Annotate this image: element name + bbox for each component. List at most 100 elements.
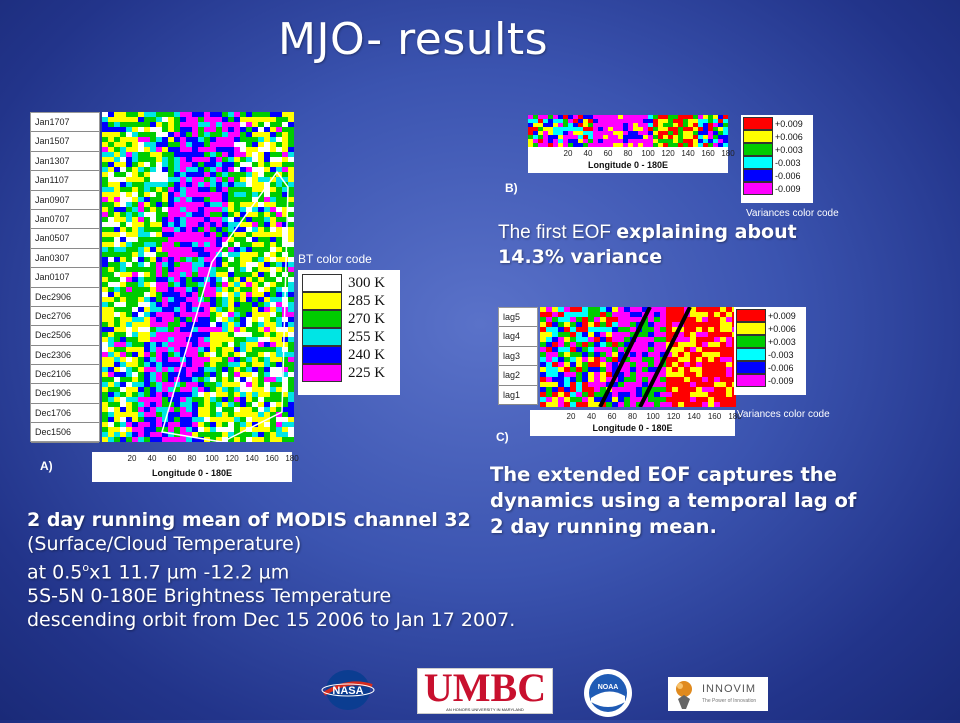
map-cell — [126, 342, 132, 347]
map-cell — [264, 412, 270, 417]
map-cell — [252, 137, 258, 142]
map-cell — [234, 347, 240, 352]
map-cell — [282, 172, 288, 177]
map-cell — [228, 247, 234, 252]
map-cell — [222, 342, 228, 347]
legend-swatch — [736, 348, 766, 361]
map-cell — [162, 192, 168, 197]
map-cell — [222, 367, 228, 372]
map-cell — [666, 387, 672, 392]
map-cell — [156, 422, 162, 427]
map-cell — [228, 127, 234, 132]
map-cell — [174, 397, 180, 402]
legend-label: -0.009 — [775, 183, 801, 194]
map-cell — [210, 272, 216, 277]
map-cell — [162, 187, 168, 192]
map-cell — [168, 242, 174, 247]
legend-swatch — [302, 364, 342, 382]
map-cell — [186, 122, 192, 127]
map-cell — [186, 222, 192, 227]
map-cell — [216, 422, 222, 427]
map-cell — [108, 382, 114, 387]
map-cell — [598, 139, 603, 143]
map-cell — [126, 347, 132, 352]
map-cell — [672, 387, 678, 392]
map-cell — [623, 143, 628, 147]
map-cell — [252, 282, 258, 287]
map-cell — [234, 377, 240, 382]
map-cell — [240, 252, 246, 257]
x-tick-label: 100 — [641, 149, 655, 158]
map-cell — [288, 287, 294, 292]
map-cell — [258, 387, 264, 392]
map-cell — [234, 202, 240, 207]
map-cell — [578, 123, 583, 127]
map-cell — [210, 187, 216, 192]
map-cell — [708, 123, 713, 127]
map-cell — [270, 242, 276, 247]
map-cell — [658, 131, 663, 135]
map-cell — [252, 112, 258, 117]
map-cell — [552, 357, 558, 362]
map-cell — [204, 247, 210, 252]
map-cell — [204, 357, 210, 362]
map-cell — [258, 232, 264, 237]
map-cell — [120, 197, 126, 202]
map-cell — [654, 312, 660, 317]
map-cell — [684, 352, 690, 357]
map-cell — [690, 332, 696, 337]
map-cell — [198, 327, 204, 332]
map-cell — [240, 427, 246, 432]
map-cell — [582, 387, 588, 392]
map-cell — [252, 362, 258, 367]
map-cell — [720, 312, 726, 317]
map-cell — [150, 297, 156, 302]
map-cell — [132, 342, 138, 347]
map-cell — [564, 312, 570, 317]
map-cell — [174, 222, 180, 227]
map-cell — [138, 342, 144, 347]
map-cell — [156, 387, 162, 392]
map-cell — [174, 307, 180, 312]
map-cell — [643, 123, 648, 127]
map-cell — [108, 367, 114, 372]
map-cell — [132, 152, 138, 157]
map-cell — [288, 322, 294, 327]
map-cell — [168, 167, 174, 172]
map-cell — [210, 392, 216, 397]
map-cell — [240, 242, 246, 247]
map-cell — [624, 342, 630, 347]
map-cell — [246, 152, 252, 157]
map-cell — [643, 119, 648, 123]
map-cell — [660, 382, 666, 387]
map-cell — [186, 262, 192, 267]
map-cell — [558, 392, 564, 397]
map-cell — [102, 172, 108, 177]
map-cell — [688, 127, 693, 131]
map-cell — [528, 139, 533, 143]
map-cell — [606, 347, 612, 352]
map-cell — [648, 307, 654, 312]
map-cell — [228, 147, 234, 152]
map-cell — [288, 212, 294, 217]
map-cell — [240, 302, 246, 307]
map-cell — [234, 312, 240, 317]
map-cell — [168, 212, 174, 217]
map-cell — [204, 297, 210, 302]
map-cell — [114, 167, 120, 172]
map-cell — [156, 267, 162, 272]
map-cell — [198, 252, 204, 257]
map-cell — [600, 327, 606, 332]
map-cell — [192, 292, 198, 297]
map-cell — [180, 132, 186, 137]
map-cell — [258, 222, 264, 227]
date-row: Jan0107 — [31, 268, 99, 288]
map-cell — [102, 262, 108, 267]
map-cell — [132, 372, 138, 377]
date-row: Dec2706 — [31, 307, 99, 327]
map-cell — [703, 135, 708, 139]
map-cell — [693, 115, 698, 119]
map-cell — [126, 272, 132, 277]
map-cell — [216, 267, 222, 272]
map-cell — [222, 292, 228, 297]
